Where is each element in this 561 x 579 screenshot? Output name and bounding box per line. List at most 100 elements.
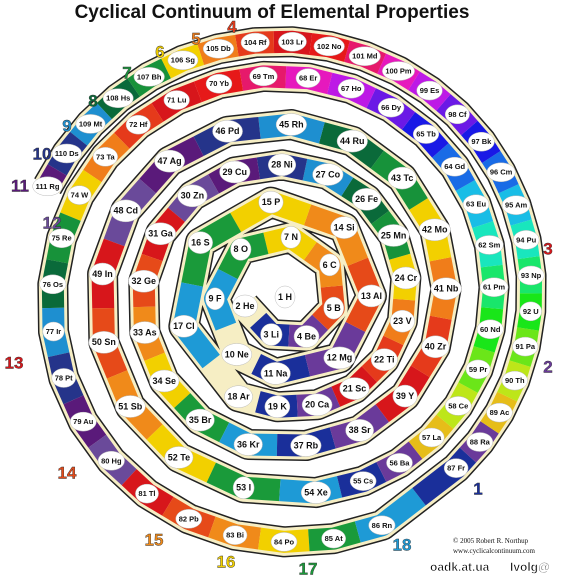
group-label: 18 xyxy=(393,535,412,554)
element-label: 91 Pa xyxy=(515,342,535,351)
element-label: 71 Lu xyxy=(167,96,187,105)
element-label: 40 Zr xyxy=(425,342,447,352)
element-bubble xyxy=(443,458,469,478)
element-label: 69 Tm xyxy=(253,72,275,81)
element-bubble xyxy=(175,509,203,529)
element-bubble xyxy=(51,143,82,164)
element-bubble xyxy=(115,395,146,418)
element-bubble xyxy=(149,369,180,393)
element-bubble xyxy=(377,97,405,118)
element-label: 45 Rh xyxy=(279,119,304,129)
element-bubble xyxy=(75,114,106,134)
element-bubble xyxy=(382,61,415,81)
element-bubble xyxy=(135,483,159,504)
element-bubble xyxy=(466,432,494,452)
element-label: 82 Pb xyxy=(179,514,199,523)
element-label: 70 Yb xyxy=(209,79,229,88)
element-label: 105 Db xyxy=(206,44,231,53)
element-label: 76 Os xyxy=(43,280,63,289)
element-bubble xyxy=(479,277,509,297)
element-bubble xyxy=(240,32,270,53)
element-bubble xyxy=(169,315,198,338)
element-bubble xyxy=(351,188,382,211)
element-bubble xyxy=(42,321,65,342)
credit: © 2005 Robert R. Northup xyxy=(453,537,529,545)
group-label: 17 xyxy=(299,559,318,578)
element-bubble xyxy=(230,238,252,261)
element-label: 104 Rf xyxy=(244,38,267,47)
element-bubble xyxy=(102,88,134,108)
element-label: 18 Ar xyxy=(227,392,250,402)
element-label: 49 In xyxy=(92,269,113,279)
element-label: 36 Kr xyxy=(237,439,260,449)
element-label: 75 Re xyxy=(52,234,72,243)
element-label: 11 Na xyxy=(264,368,289,378)
element-label: 73 Ta xyxy=(96,152,115,161)
element-label: 62 Sm xyxy=(478,240,500,249)
element-label: 94 Pu xyxy=(516,235,536,244)
element-bubble xyxy=(32,176,63,197)
element-bubble xyxy=(274,285,296,309)
element-label: 41 Nb xyxy=(434,284,459,294)
element-bubble xyxy=(441,156,469,177)
element-bubble xyxy=(89,262,117,286)
element-label: 79 Au xyxy=(73,417,94,426)
element-label: 5 B xyxy=(327,303,342,313)
element-label: 78 Pt xyxy=(55,373,73,382)
element-label: 10 Ne xyxy=(225,349,249,359)
element-bubble xyxy=(444,104,470,125)
element-label: 53 I xyxy=(236,483,251,493)
element-label: 42 Mo xyxy=(422,225,448,235)
element-label: 4 Be xyxy=(297,331,316,341)
element-label: 85 At xyxy=(325,534,344,543)
element-label: 92 U xyxy=(523,307,539,316)
element-bubble xyxy=(129,321,160,344)
element-bubble xyxy=(301,393,333,417)
group-label: 8 xyxy=(88,91,97,110)
element-label: 109 Mt xyxy=(79,119,103,128)
element-bubble xyxy=(370,348,398,371)
element-bubble xyxy=(51,368,76,388)
element-label: 50 Sn xyxy=(92,337,116,347)
element-label: 86 Rn xyxy=(372,521,393,530)
element-bubble xyxy=(202,39,235,59)
element-label: 21 Sc xyxy=(343,383,367,393)
element-bubble xyxy=(444,396,472,416)
element-bubble xyxy=(110,199,142,223)
element-bubble xyxy=(517,265,545,286)
element-label: 101 Md xyxy=(352,52,378,61)
group-label: 6 xyxy=(155,42,164,61)
element-label: 29 Cu xyxy=(223,167,248,177)
title: Cyclical Continuum of Elemental Properti… xyxy=(75,2,470,23)
element-bubble xyxy=(97,451,125,471)
element-bubble xyxy=(348,46,381,66)
element-bubble xyxy=(389,309,415,333)
element-bubble xyxy=(164,446,194,469)
element-label: 67 Ho xyxy=(341,84,362,93)
element-bubble xyxy=(92,147,118,167)
element-label: 39 Y xyxy=(396,391,414,401)
group-label: 16 xyxy=(217,552,236,571)
element-label: 51 Sb xyxy=(118,401,143,411)
elements: 1 H 2 He 3 Li 4 Be 5 B 6 C 7 N 8 O 9 F 10 Ne 11 Na… xyxy=(32,32,545,552)
element-label: 110 Ds xyxy=(55,149,79,158)
element-label: 65 Tb xyxy=(416,130,436,139)
element-label: 44 Ru xyxy=(340,136,365,146)
element-bubble xyxy=(418,427,445,448)
element-label: 84 Po xyxy=(274,537,294,546)
element-label: 8 O xyxy=(234,244,249,254)
element-label: 106 Sg xyxy=(171,56,196,65)
element-label: 48 Cd xyxy=(113,206,138,216)
element-bubble xyxy=(387,166,417,190)
element-label: 96 Cm xyxy=(490,168,513,177)
element-label: 111 Rg xyxy=(36,182,60,191)
element-bubble xyxy=(512,336,539,357)
element-label: 13 Al xyxy=(361,291,382,301)
element-bubble xyxy=(418,218,451,242)
element-bubble xyxy=(39,274,67,295)
element-label: 81 Tl xyxy=(138,489,155,498)
element-bubble xyxy=(154,149,185,173)
element-bubble xyxy=(486,162,516,182)
element-label: 103 Lr xyxy=(281,37,303,46)
